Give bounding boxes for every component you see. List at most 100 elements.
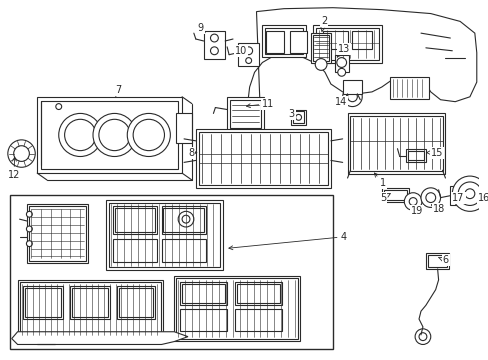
Circle shape: [93, 113, 136, 157]
Text: 7: 7: [115, 85, 122, 96]
Circle shape: [210, 34, 218, 42]
Bar: [266, 31, 284, 53]
Text: 15: 15: [426, 148, 442, 158]
Text: 12: 12: [8, 157, 20, 180]
Bar: [163, 208, 203, 232]
Bar: [114, 208, 154, 232]
Text: 19: 19: [410, 206, 423, 216]
Bar: [311, 33, 330, 63]
Text: 6: 6: [438, 255, 447, 265]
Bar: [198, 132, 327, 185]
Text: 14: 14: [334, 97, 346, 107]
Circle shape: [127, 113, 170, 157]
Circle shape: [464, 189, 474, 199]
Bar: [316, 28, 378, 60]
Bar: [237, 284, 280, 303]
Bar: [37, 337, 55, 345]
Text: 17: 17: [451, 193, 464, 203]
Bar: [381, 188, 408, 202]
Bar: [289, 31, 307, 53]
Bar: [203, 31, 224, 59]
Bar: [27, 204, 88, 263]
Bar: [180, 282, 226, 305]
Polygon shape: [243, 8, 476, 175]
Text: 3: 3: [288, 109, 294, 120]
Bar: [290, 109, 306, 125]
Text: 10: 10: [235, 46, 247, 56]
Text: 2: 2: [320, 17, 326, 31]
Circle shape: [56, 104, 61, 109]
Bar: [23, 286, 62, 319]
Bar: [383, 190, 407, 199]
Bar: [389, 77, 428, 99]
Bar: [108, 203, 220, 267]
Bar: [449, 186, 465, 206]
Circle shape: [59, 113, 102, 157]
Bar: [313, 35, 328, 60]
Bar: [425, 253, 448, 269]
Bar: [407, 150, 423, 161]
Bar: [70, 286, 109, 319]
Circle shape: [336, 58, 346, 67]
Bar: [350, 116, 442, 171]
Bar: [226, 97, 264, 131]
Circle shape: [295, 114, 301, 120]
Bar: [176, 278, 297, 339]
Bar: [235, 309, 282, 331]
Bar: [72, 288, 107, 317]
Circle shape: [347, 92, 357, 102]
Circle shape: [26, 226, 32, 232]
Bar: [342, 80, 362, 94]
Bar: [41, 101, 178, 169]
Bar: [119, 288, 152, 317]
Bar: [18, 280, 162, 339]
Circle shape: [418, 333, 426, 341]
Bar: [182, 284, 224, 303]
Bar: [161, 239, 205, 262]
Circle shape: [210, 47, 218, 55]
Text: 18: 18: [430, 204, 444, 214]
Circle shape: [425, 193, 435, 203]
Bar: [20, 282, 160, 337]
Polygon shape: [12, 332, 187, 345]
Circle shape: [451, 176, 487, 211]
Circle shape: [420, 188, 440, 207]
Circle shape: [99, 119, 130, 150]
Bar: [292, 112, 304, 123]
Bar: [29, 206, 86, 261]
Bar: [313, 25, 381, 63]
Bar: [265, 28, 303, 54]
Bar: [10, 195, 332, 349]
Bar: [161, 206, 205, 234]
Text: 13: 13: [337, 44, 349, 57]
Circle shape: [14, 146, 29, 161]
Circle shape: [8, 140, 35, 167]
Bar: [427, 255, 447, 267]
Circle shape: [414, 329, 430, 345]
Bar: [25, 288, 61, 317]
Text: 11: 11: [246, 99, 274, 109]
Circle shape: [26, 211, 32, 217]
Circle shape: [315, 59, 326, 70]
Circle shape: [26, 241, 32, 247]
Bar: [174, 276, 299, 341]
Bar: [334, 55, 348, 72]
Circle shape: [133, 119, 164, 150]
Bar: [180, 309, 226, 331]
Bar: [406, 149, 425, 162]
Bar: [112, 206, 156, 234]
Circle shape: [457, 182, 481, 206]
Circle shape: [178, 211, 193, 227]
Circle shape: [182, 215, 189, 223]
Bar: [176, 113, 191, 143]
Circle shape: [342, 87, 362, 107]
Text: 1: 1: [374, 173, 385, 188]
Bar: [262, 25, 306, 57]
Circle shape: [64, 119, 96, 150]
Bar: [117, 286, 154, 319]
Circle shape: [337, 68, 345, 76]
Bar: [235, 282, 282, 305]
Circle shape: [245, 58, 251, 63]
Bar: [323, 31, 347, 49]
Bar: [105, 199, 223, 270]
